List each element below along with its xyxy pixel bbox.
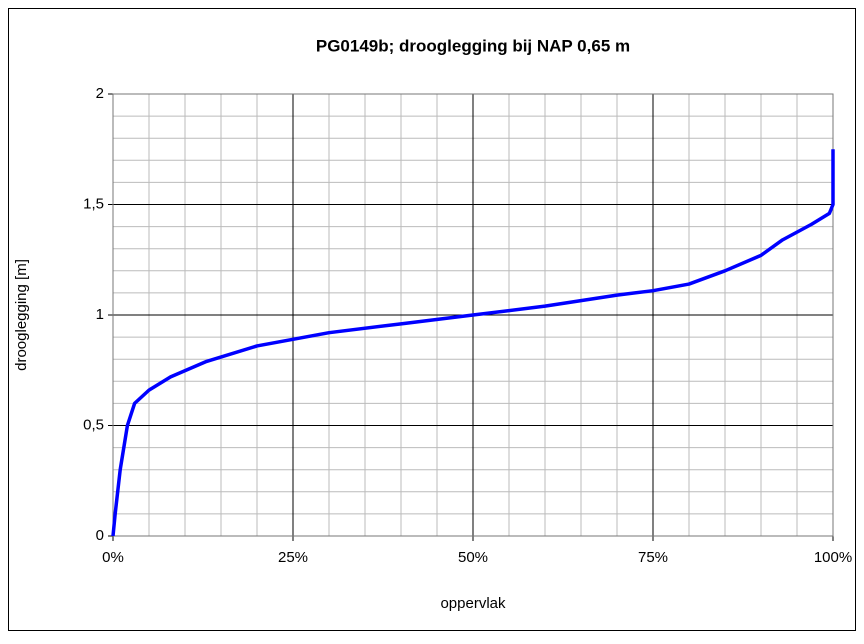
plot-border — [112, 93, 834, 537]
x-tick-label: 75% — [638, 549, 668, 566]
y-tick-label: 1 — [96, 306, 104, 323]
y-axis-label: drooglegging [m] — [13, 259, 30, 371]
chart-title: PG0149b; drooglegging bij NAP 0,65 m — [316, 36, 630, 55]
x-tick-label: 0% — [102, 549, 124, 566]
y-tick-label: 0,5 — [83, 416, 104, 433]
data-line — [111, 149, 835, 537]
x-tick-label: 50% — [458, 549, 488, 566]
y-tick-label: 1,5 — [83, 195, 104, 212]
x-tick-label: 100% — [814, 549, 852, 566]
x-axis-label: oppervlak — [440, 595, 506, 612]
y-tick-label: 2 — [96, 85, 104, 102]
y-tick-label: 0 — [96, 527, 104, 544]
x-tick-label: 25% — [278, 549, 308, 566]
